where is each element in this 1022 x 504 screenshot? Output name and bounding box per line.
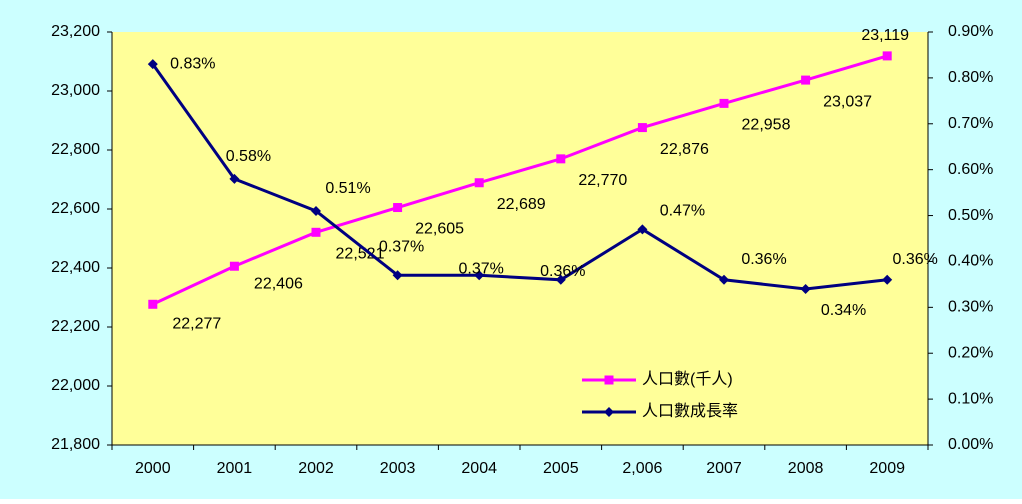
point-marker — [393, 203, 403, 213]
data-label: 23,119 — [861, 27, 909, 44]
data-label: 0.37% — [379, 238, 424, 255]
y-tick-label: 21,800 — [51, 436, 100, 453]
y2-tick-label: 0.80% — [948, 69, 993, 86]
y-tick-label: 22,000 — [51, 377, 100, 394]
x-tick-label: 2000 — [135, 460, 171, 477]
y-tick-label: 22,400 — [51, 259, 100, 276]
data-label: 22,605 — [415, 221, 464, 238]
x-tick-label: 2004 — [461, 460, 497, 477]
y2-tick-label: 0.30% — [948, 299, 993, 316]
y-tick-label: 23,200 — [51, 23, 100, 40]
point-marker — [637, 224, 648, 235]
point-marker — [882, 51, 892, 61]
data-label: 22,770 — [578, 172, 627, 189]
point-marker — [229, 173, 240, 184]
point-marker — [637, 123, 647, 133]
y2-tick-label: 0.40% — [948, 253, 993, 270]
point-marker — [474, 178, 484, 188]
x-tick-label: 2009 — [869, 460, 905, 477]
point-marker — [719, 274, 729, 285]
x-tick-label: 2,006 — [622, 460, 662, 477]
data-label: 0.36% — [741, 251, 786, 268]
point-marker — [882, 274, 893, 285]
data-label: 22,277 — [172, 316, 221, 333]
data-label: 22,958 — [742, 117, 791, 134]
y-tick-label: 23,000 — [51, 82, 100, 99]
point-marker — [311, 205, 321, 216]
y2-tick-label: 0.90% — [948, 23, 993, 40]
data-label: 22,521 — [336, 246, 385, 263]
point-marker — [229, 261, 239, 271]
y2-tick-label: 0.20% — [948, 344, 993, 361]
x-tick-label: 2001 — [217, 460, 253, 477]
series-line — [152, 54, 888, 306]
point-marker — [311, 227, 321, 237]
data-label: 22,876 — [660, 141, 709, 158]
plot-area — [112, 32, 928, 445]
point-marker — [147, 59, 158, 70]
data-label: 22,689 — [497, 196, 546, 213]
y-tick-label: 22,200 — [51, 318, 100, 335]
y2-tick-label: 0.60% — [948, 161, 993, 178]
data-label: 0.36% — [540, 263, 585, 280]
data-label: 0.58% — [226, 148, 271, 165]
y2-tick-label: 0.50% — [948, 207, 993, 224]
data-label: 0.83% — [170, 55, 215, 72]
legend-label: 人口數成長率 — [642, 402, 738, 420]
x-tick-label: 2003 — [380, 460, 416, 477]
point-marker — [474, 270, 485, 281]
data-label: 0.37% — [459, 260, 504, 277]
point-marker — [800, 283, 811, 294]
y2-tick-label: 0.10% — [948, 390, 993, 407]
point-marker — [148, 299, 158, 309]
x-tick-label: 2005 — [543, 460, 579, 477]
point-marker — [604, 375, 614, 385]
data-label: 0.34% — [821, 302, 866, 319]
point-marker — [719, 98, 729, 108]
x-tick-label: 2008 — [788, 460, 824, 477]
data-label: 0.47% — [660, 203, 705, 220]
point-marker — [555, 274, 566, 285]
data-label: 0.51% — [325, 180, 370, 197]
series-line — [151, 63, 888, 291]
point-marker — [604, 407, 614, 417]
y-tick-label: 22,800 — [51, 141, 100, 158]
y-tick-label: 22,600 — [51, 200, 100, 217]
data-label: 22,406 — [254, 275, 303, 292]
point-marker — [392, 270, 403, 281]
y2-tick-label: 0.00% — [948, 436, 993, 453]
legend-label: 人口數(千人) — [642, 370, 733, 388]
y2-tick-label: 0.70% — [948, 115, 993, 132]
data-label: 0.36% — [893, 251, 938, 268]
x-tick-label: 2002 — [298, 460, 334, 477]
point-marker — [556, 154, 566, 164]
point-marker — [801, 75, 811, 85]
data-label: 23,037 — [823, 93, 872, 110]
x-tick-label: 2007 — [706, 460, 742, 477]
